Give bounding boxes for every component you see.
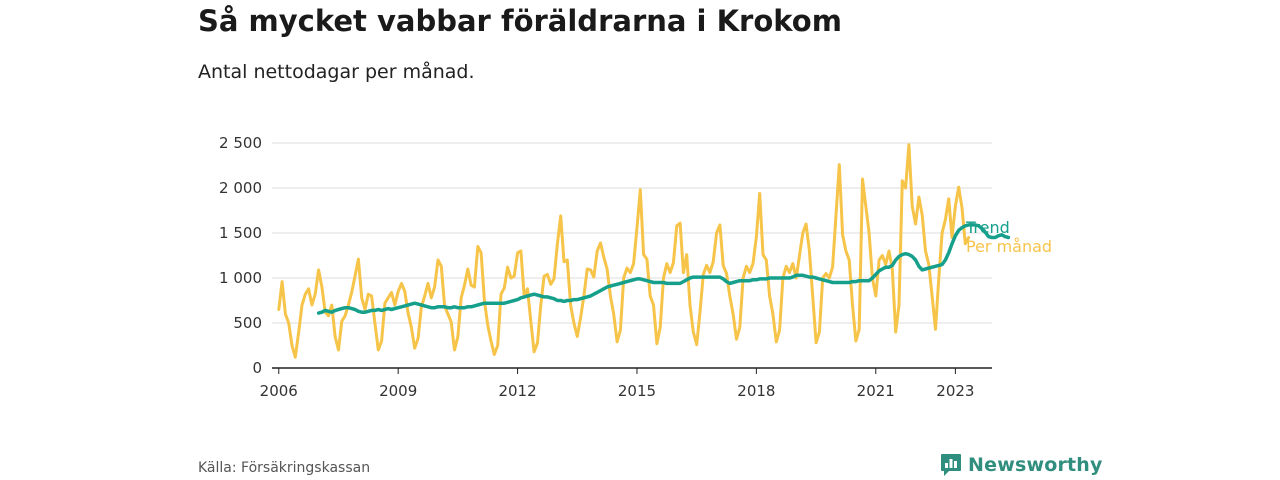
x-tick-label: 2015 [618,382,656,400]
y-tick-label: 1 000 [219,269,262,287]
x-tick-label: 2021 [857,382,895,400]
x-tick-label: 2018 [737,382,775,400]
x-tick-label: 2006 [260,382,298,400]
chart-title: Så mycket vabbar föräldrarna i Krokom [198,4,842,38]
y-tick-label: 0 [252,359,262,377]
y-tick-label: 1 500 [219,224,262,242]
grid-lines [272,142,992,369]
y-axis-ticks: 0 500 1 000 1 500 2 000 2 500 [219,134,262,377]
series-line-trend [316,223,1011,315]
legend-label-trend: Trend [965,218,1010,237]
chart: 0 500 1 000 1 500 2 000 2 500 2006 2009 2012 201… [219,134,1052,400]
legend-label-per-manad: Per månad [966,237,1052,256]
newsworthy-logo-icon [941,454,961,476]
y-tick-label: 2 500 [219,134,262,152]
brand-logo[interactable]: Newsworthy [940,452,1103,478]
y-tick-label: 500 [233,314,262,332]
brand-name: Newsworthy [968,454,1103,476]
y-tick-label: 2 000 [219,179,262,197]
source-note: Källa: Försäkringskassan [198,460,371,476]
x-tick-label: 2012 [498,382,536,400]
x-tick-label: 2023 [936,382,974,400]
x-tick-label: 2009 [379,382,417,400]
series [277,143,1011,359]
x-axis-ticks: 2006 2009 2012 2015 2018 2021 2023 [260,368,974,400]
chart-subtitle: Antal nettodagar per månad. [198,61,475,83]
series-line-per-manad [277,143,971,359]
